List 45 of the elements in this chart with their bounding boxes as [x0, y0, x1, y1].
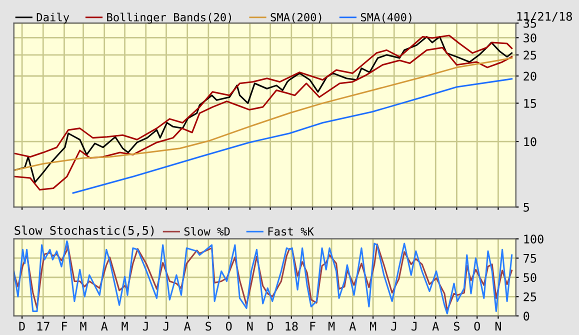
x-tick-label: M [80, 322, 86, 330]
x-tick-label: S [206, 322, 212, 331]
legend-label: Daily [36, 12, 70, 24]
legend-label: Slow %D [184, 226, 230, 236]
x-tick-label: S [454, 322, 460, 331]
x-tick-label: F [62, 322, 68, 330]
legend-label: Bollinger Bands(20) [107, 12, 232, 24]
line-series [72, 78, 513, 194]
y-tick-label: 100 [524, 234, 544, 244]
legend-label: Fast %K [268, 227, 314, 236]
line-series [14, 34, 513, 158]
x-tick-label: N [495, 322, 501, 330]
x-tick-label: A [101, 322, 108, 330]
x-tick-label: M [370, 322, 376, 330]
y-tick-label: 50 [524, 273, 536, 282]
x-tick-label: J [163, 322, 168, 331]
x-tick-label: A [432, 322, 439, 330]
x-tick-label: 17 [37, 322, 50, 330]
x-tick-label: M [122, 322, 128, 330]
legend-label: SMA(400) [360, 12, 412, 23]
x-tick-label: F [310, 322, 316, 330]
chart-title: Slow Stochastic(5,5) [14, 226, 154, 236]
x-tick-label: A [184, 322, 191, 330]
y-tick-label: 20 [524, 72, 536, 81]
x-tick-label: D [19, 322, 25, 330]
y-tick-label: 10 [524, 137, 536, 146]
x-tick-label: O [474, 322, 480, 331]
x-tick-label: J [391, 322, 396, 331]
y-tick-label: 25 [524, 50, 536, 60]
x-tick-label: M [328, 322, 335, 330]
y-tick-label: 75 [524, 254, 536, 263]
x-tick-label: A [349, 322, 356, 330]
line-series [14, 57, 513, 171]
y-tick-label: 15 [524, 99, 536, 108]
legend-label: SMA(200) [270, 12, 322, 23]
x-tick-label: N [247, 322, 253, 330]
x-tick-label: J [142, 322, 148, 331]
y-tick-label: 5 [524, 202, 529, 212]
y-tick-label: 25 [524, 292, 536, 302]
y-tick-label: 0 [524, 312, 530, 321]
x-tick-label: O [226, 322, 232, 331]
x-tick-label: 18 [286, 322, 298, 331]
x-tick-label: D [268, 322, 274, 330]
x-tick-label: J [412, 322, 416, 331]
y-tick-label: 30 [524, 33, 536, 42]
